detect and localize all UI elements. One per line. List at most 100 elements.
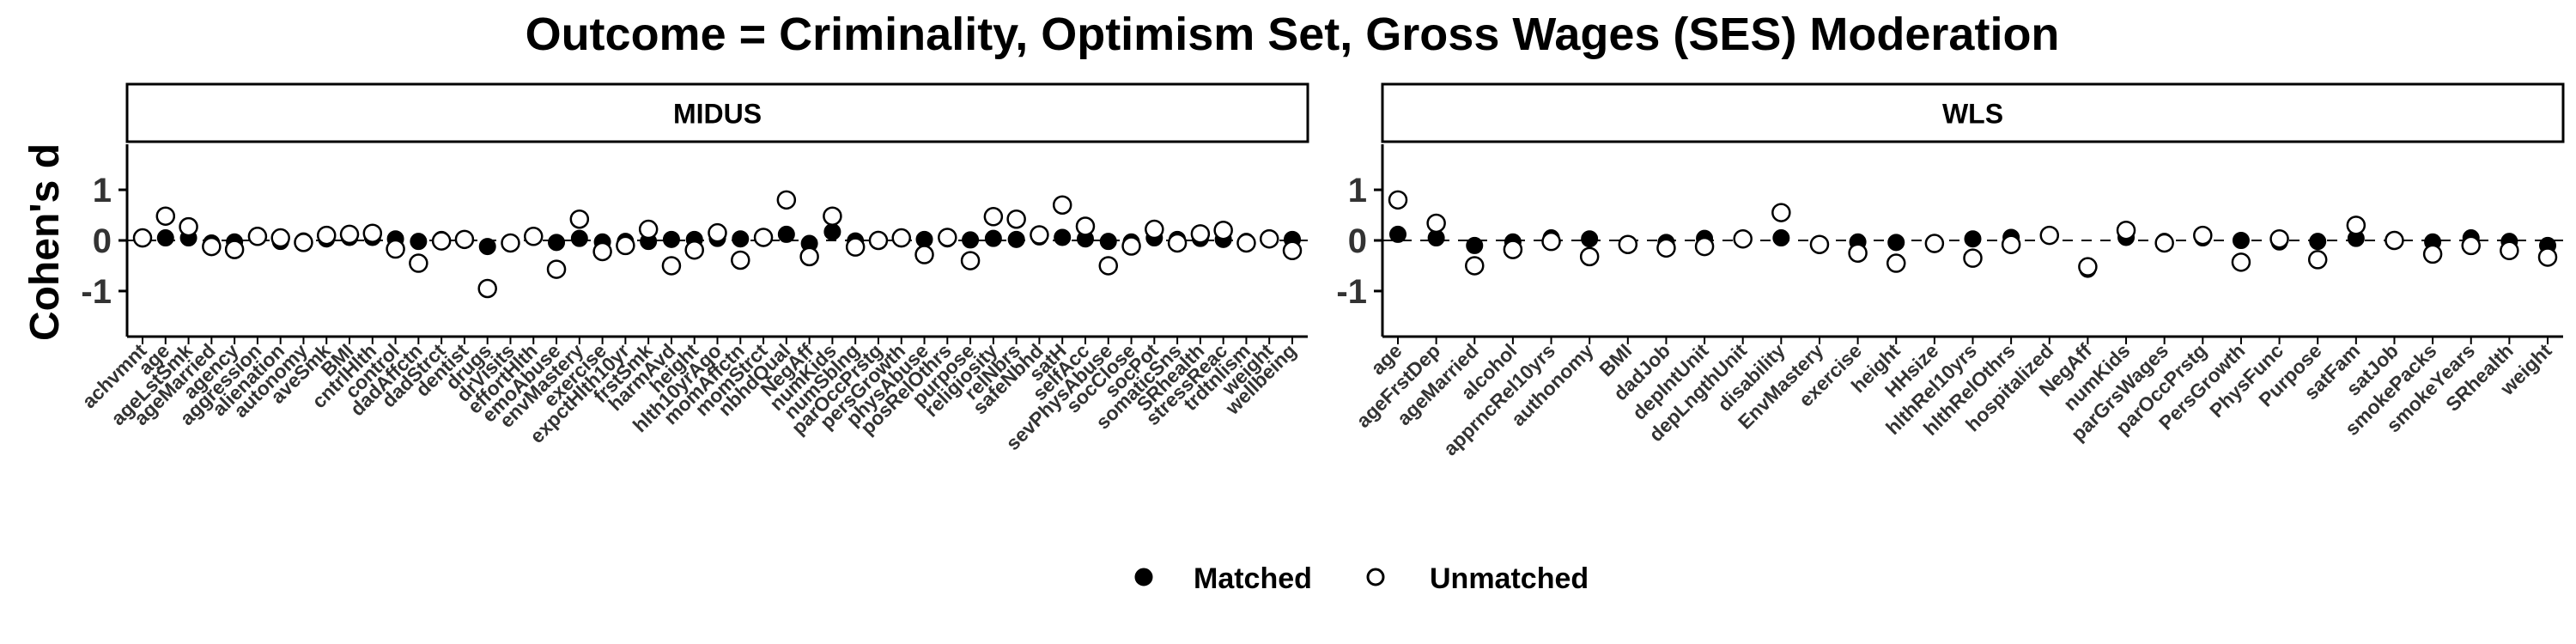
- point-unmatched: [1006, 209, 1026, 229]
- panel-strip-wls: [1381, 82, 2565, 143]
- point-matched: [2232, 232, 2250, 249]
- point-unmatched: [823, 206, 842, 226]
- y-axis-label: Cohen's d: [22, 143, 68, 341]
- chart-title: Outcome = Criminality, Optimism Set, Gro…: [526, 9, 2060, 60]
- panel-wls: WLS-101ageageFrstDepageMarriedalcoholapp…: [1336, 82, 2565, 460]
- point-unmatched: [247, 227, 268, 246]
- point-unmatched: [753, 228, 774, 247]
- y-tick-label: 0: [1348, 222, 1367, 260]
- point-unmatched: [1771, 203, 1791, 222]
- point-unmatched: [868, 230, 889, 251]
- point-unmatched: [409, 253, 428, 273]
- point-unmatched: [2231, 252, 2251, 272]
- point-matched: [962, 231, 980, 249]
- point-unmatched: [1886, 253, 1906, 273]
- point-matched: [548, 234, 566, 252]
- point-unmatched: [1618, 234, 1638, 254]
- point-matched: [1581, 230, 1599, 248]
- point-matched: [1772, 229, 1790, 247]
- point-matched: [1007, 230, 1025, 248]
- point-unmatched: [1259, 228, 1279, 249]
- y-tick-label: -1: [1336, 273, 1367, 311]
- legend-matched-marker: [1134, 568, 1153, 586]
- point-matched: [2309, 233, 2327, 251]
- point-unmatched: [1388, 190, 1408, 210]
- legend-matched-label: Matched: [1194, 562, 1312, 595]
- point-matched: [1389, 225, 1406, 243]
- point-unmatched: [1541, 231, 1561, 252]
- point-unmatched: [616, 235, 635, 256]
- point-unmatched: [2116, 220, 2136, 240]
- point-unmatched: [1848, 243, 1868, 263]
- point-unmatched: [2422, 244, 2443, 264]
- point-unmatched: [2078, 257, 2098, 276]
- legend-unmatched-marker: [1366, 568, 1385, 586]
- point-unmatched: [2500, 240, 2519, 261]
- point-unmatched: [2346, 216, 2366, 235]
- point-unmatched: [1236, 233, 1256, 253]
- y-tick-label: 1: [93, 172, 112, 210]
- point-unmatched: [1190, 224, 1211, 244]
- point-unmatched: [592, 241, 612, 262]
- panel-strip-midus: [125, 82, 1309, 143]
- point-unmatched: [202, 236, 222, 257]
- point-unmatched: [983, 207, 1004, 227]
- legend-unmatched-label: Unmatched: [1430, 562, 1589, 595]
- point-unmatched: [524, 227, 544, 246]
- point-matched: [915, 230, 933, 248]
- point-matched: [823, 222, 841, 240]
- point-unmatched: [845, 237, 866, 257]
- point-unmatched: [155, 206, 176, 226]
- point-unmatched: [339, 224, 360, 245]
- point-unmatched: [224, 240, 245, 259]
- panel-midus: MIDUS-101achvmntageageLstSmkageMarriedag…: [77, 82, 1309, 454]
- point-unmatched: [2385, 230, 2404, 251]
- point-unmatched: [1121, 236, 1141, 256]
- point-matched: [570, 229, 588, 247]
- point-matched: [1887, 234, 1905, 252]
- point-unmatched: [1052, 195, 1072, 215]
- y-tick-label: -1: [81, 273, 112, 311]
- point-unmatched: [1656, 238, 1676, 258]
- point-matched: [478, 238, 496, 256]
- panel-strip-label-wls: WLS: [1942, 99, 2003, 130]
- point-unmatched: [708, 222, 727, 243]
- point-matched: [662, 230, 680, 248]
- point-unmatched: [546, 259, 567, 279]
- point-unmatched: [938, 228, 957, 247]
- point-unmatched: [799, 246, 819, 267]
- point-matched: [1099, 233, 1117, 251]
- point-matched: [1964, 230, 1982, 248]
- point-unmatched: [1694, 236, 1715, 257]
- point-unmatched: [1167, 233, 1188, 253]
- point-unmatched: [731, 250, 750, 270]
- point-unmatched: [477, 278, 497, 299]
- point-unmatched: [1963, 248, 1983, 268]
- point-unmatched: [386, 239, 405, 259]
- point-unmatched: [661, 256, 682, 276]
- point-unmatched: [1145, 219, 1164, 240]
- point-unmatched: [2001, 234, 2021, 254]
- point-matched: [1054, 228, 1072, 246]
- point-unmatched: [1075, 216, 1096, 236]
- point-matched: [1466, 236, 1484, 254]
- point-unmatched: [1030, 225, 1049, 245]
- point-unmatched: [431, 231, 452, 251]
- point-unmatched: [914, 245, 934, 264]
- point-unmatched: [2537, 247, 2558, 267]
- point-unmatched: [362, 223, 383, 243]
- panel-strip-label-midus: MIDUS: [673, 99, 762, 130]
- point-matched: [984, 229, 1002, 247]
- point-unmatched: [891, 228, 911, 248]
- point-unmatched: [179, 216, 198, 237]
- point-unmatched: [132, 228, 153, 248]
- point-unmatched: [960, 251, 981, 270]
- point-unmatched: [1924, 234, 1945, 253]
- point-unmatched: [1282, 240, 1303, 261]
- point-unmatched: [1809, 234, 1830, 254]
- y-tick-label: 0: [93, 222, 112, 260]
- point-matched: [156, 229, 174, 247]
- point-unmatched: [270, 228, 290, 248]
- point-unmatched: [684, 240, 704, 260]
- point-unmatched: [2461, 235, 2481, 256]
